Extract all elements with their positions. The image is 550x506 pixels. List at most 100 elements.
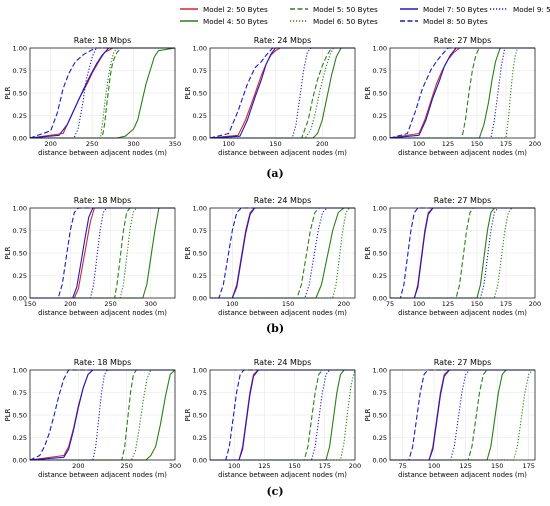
y-tick-label: 0.25 — [13, 112, 27, 120]
y-tick-label: 0.75 — [373, 389, 387, 397]
plot-frame — [209, 207, 356, 299]
chart-panel: Rate: 18 Mbps 0.00 0.25 0.50 0.75 1.00 200 250 3… — [4, 36, 181, 157]
x-axis-label: distance between adjacent nodes (m) — [218, 471, 347, 479]
y-tick-label: 0.75 — [193, 389, 207, 397]
series-line — [390, 369, 535, 461]
series-line — [210, 47, 355, 139]
x-tick-label: 125 — [442, 140, 454, 148]
x-axis-label: distance between adjacent nodes (m) — [398, 149, 527, 157]
y-tick-label: 1.00 — [13, 367, 27, 375]
legend-label: Model 8: 50 Bytes — [423, 17, 488, 26]
series-line — [210, 207, 355, 299]
x-axis-label: distance between adjacent nodes (m) — [38, 149, 167, 157]
chart-title: Rate: 27 Mbps — [434, 36, 492, 45]
y-tick-label: 0.50 — [373, 250, 387, 258]
series-line — [210, 207, 355, 299]
chart-title: Rate: 24 Mbps — [254, 36, 312, 45]
y-tick-label: 0.50 — [13, 250, 27, 258]
y-tick-label: 0.50 — [13, 90, 27, 98]
chart-panel: Rate: 18 Mbps 0.00 0.25 0.50 0.75 1.00 150 200 2… — [4, 196, 176, 317]
x-tick-label: 175 — [522, 462, 534, 470]
series-line — [210, 207, 355, 299]
y-tick-label: 0.50 — [193, 90, 207, 98]
y-tick-label: 0.25 — [193, 434, 207, 442]
x-tick-label: 200 — [349, 462, 361, 470]
chart-panel: Rate: 24 Mbps 0.00 0.25 0.50 0.75 1.00 100 150 2… — [184, 196, 356, 317]
series-line — [210, 47, 355, 139]
series-line — [390, 207, 535, 299]
y-tick-label: 0.50 — [373, 90, 387, 98]
x-tick-label: 175 — [500, 300, 512, 308]
series-line — [209, 47, 355, 139]
chart-title: Rate: 27 Mbps — [434, 196, 492, 205]
y-tick-label: 0.00 — [373, 457, 387, 465]
x-tick-label: 150 — [24, 300, 36, 308]
x-tick-label: 175 — [319, 462, 331, 470]
plot-frame — [29, 47, 176, 139]
y-tick-label: 1.00 — [193, 45, 207, 53]
x-tick-label: 300 — [145, 300, 157, 308]
chart-panel: Rate: 18 Mbps 0.00 0.25 0.50 0.75 1.00 200 250 3… — [4, 358, 181, 479]
y-tick-label: 0.50 — [193, 250, 207, 258]
chart-title: Rate: 27 Mbps — [434, 358, 492, 367]
x-tick-label: 150 — [471, 300, 483, 308]
y-axis-label: PLR — [4, 408, 12, 421]
series-line — [30, 369, 176, 461]
x-tick-label: 100 — [222, 140, 234, 148]
chart-panel: Rate: 24 Mbps 0.00 0.25 0.50 0.75 1.00 100 150 2… — [184, 36, 356, 157]
x-tick-label: 150 — [288, 462, 300, 470]
series-line — [390, 207, 535, 299]
figure-legend: Model 2: 50 Bytes Model 4: 50 Bytes Model … — [0, 0, 550, 30]
y-tick-label: 0.25 — [373, 434, 387, 442]
series-line — [30, 207, 175, 299]
y-tick-label: 0.00 — [193, 135, 207, 143]
x-tick-label: 200 — [72, 462, 84, 470]
x-tick-label: 125 — [442, 300, 454, 308]
legend-svg: Model 2: 50 Bytes Model 4: 50 Bytes Model … — [180, 5, 550, 26]
x-axis-label: distance between adjacent nodes (m) — [398, 309, 527, 317]
chart-title: Rate: 18 Mbps — [74, 36, 132, 45]
legend-item: Model 2: 50 Bytes — [180, 5, 268, 14]
y-tick-label: 0.75 — [373, 67, 387, 75]
series-line — [30, 369, 175, 461]
chart-title: Rate: 24 Mbps — [254, 358, 312, 367]
y-tick-label: 0.00 — [193, 295, 207, 303]
plot-frame — [389, 369, 536, 461]
y-tick-label: 0.00 — [373, 135, 387, 143]
series-line — [30, 207, 175, 299]
y-tick-label: 1.00 — [13, 45, 27, 53]
series-line — [390, 207, 535, 299]
y-tick-label: 0.75 — [13, 227, 27, 235]
y-tick-label: 1.00 — [373, 367, 387, 375]
x-tick-label: 200 — [45, 140, 57, 148]
y-tick-label: 0.00 — [193, 457, 207, 465]
series-line — [30, 369, 175, 461]
legend-label: Model 9: 50 Bytes — [513, 5, 550, 14]
series-line — [389, 47, 535, 139]
y-axis-label: PLR — [364, 246, 372, 259]
legend-item: Model 4: 50 Bytes — [180, 17, 268, 26]
chart-panel: Rate: 27 Mbps 0.00 0.25 0.50 0.75 1.00 75 100 12… — [364, 196, 541, 317]
series-line — [390, 207, 535, 299]
caption-a: (a) — [266, 167, 284, 180]
y-axis-label: PLR — [364, 408, 372, 421]
chart-title: Rate: 18 Mbps — [74, 358, 132, 367]
series-line — [210, 369, 355, 461]
legend-label: Model 2: 50 Bytes — [203, 5, 268, 14]
series-line — [30, 369, 175, 461]
y-axis-label: PLR — [184, 408, 192, 421]
chart-title: Rate: 24 Mbps — [254, 196, 312, 205]
y-tick-label: 0.75 — [373, 227, 387, 235]
y-tick-label: 0.25 — [13, 272, 27, 280]
series-line — [210, 369, 355, 461]
series-line — [210, 369, 355, 461]
series-line — [30, 207, 175, 299]
series-line — [390, 369, 535, 461]
caption-c: (c) — [266, 485, 284, 498]
series-line — [30, 47, 176, 139]
series-line — [210, 47, 355, 139]
x-tick-label: 150 — [491, 462, 503, 470]
x-tick-label: 100 — [428, 462, 440, 470]
y-tick-label: 0.25 — [193, 272, 207, 280]
plot-frame — [209, 369, 356, 461]
